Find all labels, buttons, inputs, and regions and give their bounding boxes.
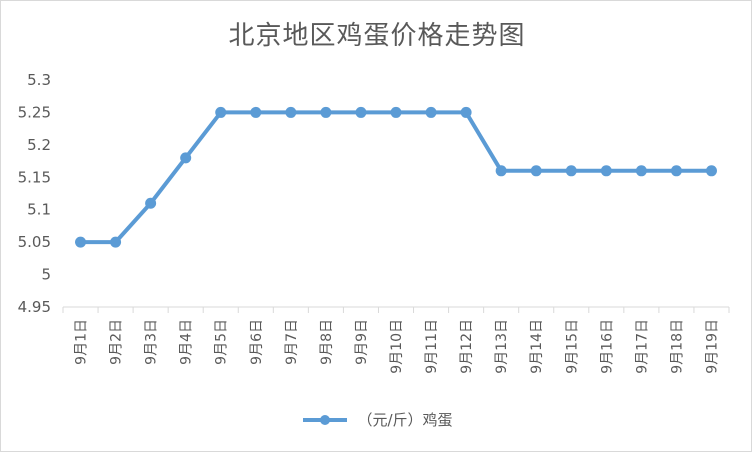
- chart-title: 北京地区鸡蛋价格走势图: [228, 21, 526, 51]
- data-point: [180, 152, 192, 164]
- y-tick-label: 5.3: [27, 71, 51, 89]
- data-point: [635, 165, 647, 177]
- x-tick-label: 9月2日: [109, 319, 125, 365]
- legend: （元/斤）鸡蛋: [1, 409, 752, 430]
- x-tick-label: 9月18日: [669, 319, 685, 374]
- legend-marker: [303, 414, 348, 425]
- x-axis: 9月1日 9月2日 9月3日 9月4日 9月5日 9月6日 9月7日 9月8日 9月9日 9月10…: [62, 306, 730, 374]
- data-point: [110, 236, 122, 248]
- series-layer: [75, 106, 717, 248]
- legend-label: （元/斤）鸡蛋: [357, 411, 453, 429]
- data-point: [670, 165, 682, 177]
- x-tick-label: 9月17日: [634, 319, 650, 374]
- x-tick-label: 9月14日: [529, 319, 545, 374]
- x-tick-label: 9月9日: [354, 319, 370, 365]
- y-tick-label: 5: [41, 266, 51, 284]
- x-tick-label: 9月15日: [564, 319, 580, 374]
- data-point: [390, 106, 402, 118]
- data-point: [145, 197, 157, 209]
- y-tick-label: 4.95: [18, 298, 51, 316]
- data-point: [565, 165, 577, 177]
- y-tick-label: 5.15: [18, 168, 51, 186]
- data-point: [460, 106, 472, 118]
- data-point: [320, 106, 332, 118]
- data-point: [705, 165, 717, 177]
- series-line: [78, 110, 714, 245]
- data-point: [495, 165, 507, 177]
- y-tick-label: 5.1: [27, 201, 51, 219]
- x-tick-label: 9月11日: [424, 319, 440, 374]
- data-point: [530, 165, 542, 177]
- data-point: [285, 106, 297, 118]
- data-point: [250, 106, 262, 118]
- x-tick-label: 9月4日: [179, 319, 195, 365]
- x-tick-label: 9月13日: [494, 319, 510, 374]
- y-axis: 4.95 5 5.05 5.1 5.15 5.2 5.25 5.3: [18, 71, 51, 316]
- x-tick-label: 9月3日: [144, 319, 160, 365]
- x-tick-label: 9月1日: [74, 319, 90, 365]
- x-tick-label: 9月12日: [459, 319, 475, 374]
- x-tick-label: 9月7日: [284, 319, 300, 365]
- x-tick-label: 9月19日: [704, 319, 720, 374]
- x-tick-label: 9月6日: [249, 319, 265, 365]
- data-point: [215, 106, 227, 118]
- x-tick-label: 9月8日: [319, 319, 335, 365]
- x-tick-label: 9月16日: [599, 319, 615, 374]
- data-point: [600, 165, 612, 177]
- x-tick-label: 9月10日: [389, 319, 405, 374]
- data-point: [425, 106, 437, 118]
- y-tick-label: 5.2: [27, 136, 51, 154]
- data-point: [355, 106, 367, 118]
- data-point: [75, 236, 87, 248]
- x-tick-label: 9月5日: [214, 319, 230, 365]
- y-tick-label: 5.05: [18, 233, 51, 251]
- y-tick-label: 5.25: [18, 103, 51, 121]
